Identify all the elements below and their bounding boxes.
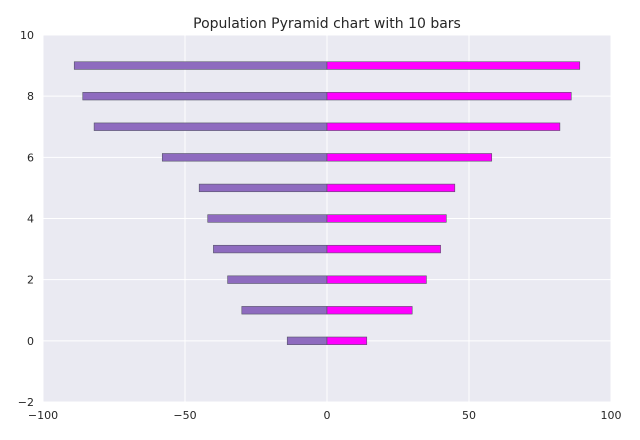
bar-left xyxy=(207,214,328,223)
bar-right xyxy=(326,183,456,193)
x-tick-label: 100 xyxy=(601,409,622,422)
y-tick-label: 2 xyxy=(27,274,34,287)
y-tick-label: 6 xyxy=(27,151,34,164)
bar-right xyxy=(326,306,413,315)
chart-title: Population Pyramid chart with 10 bars xyxy=(193,16,461,32)
bar-left xyxy=(161,153,328,162)
bar-left xyxy=(213,244,328,254)
y-tick-label: −2 xyxy=(18,396,34,409)
bar-right xyxy=(326,336,368,345)
bar-right xyxy=(326,92,572,101)
x-tick-label: 50 xyxy=(462,409,476,422)
bar-left xyxy=(198,183,328,193)
tick-labels: −100 −50 0 50 100 −2 0 2 4 6 8 10 xyxy=(18,29,622,422)
bar-right xyxy=(326,275,427,284)
bar-right xyxy=(326,61,581,70)
bar-left xyxy=(241,306,328,315)
y-tick-label: 8 xyxy=(27,90,34,103)
bar-left xyxy=(73,61,328,70)
bar-right xyxy=(326,122,561,131)
bar-left xyxy=(227,275,328,284)
bar-right xyxy=(326,244,441,254)
bar-left xyxy=(286,336,328,345)
x-tick-label: −50 xyxy=(173,409,196,422)
bar-left xyxy=(93,122,328,131)
bar-left xyxy=(82,92,328,101)
bar-right xyxy=(326,214,447,223)
y-tick-label: 4 xyxy=(27,213,34,226)
y-tick-label: 10 xyxy=(20,29,34,42)
bar-right xyxy=(326,153,493,162)
bars xyxy=(73,61,581,345)
x-tick-label: −100 xyxy=(28,409,58,422)
y-tick-label: 0 xyxy=(27,335,34,348)
x-tick-label: 0 xyxy=(324,409,331,422)
